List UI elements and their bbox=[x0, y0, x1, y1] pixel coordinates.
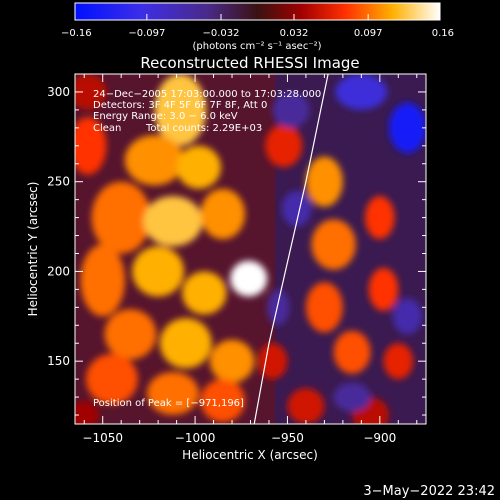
colorbar bbox=[75, 3, 440, 20]
x-tick-label: −1000 bbox=[175, 431, 216, 445]
emission-blob bbox=[182, 271, 227, 315]
emission-blob bbox=[265, 124, 303, 168]
chart-title: Reconstructed RHESSI Image bbox=[140, 54, 359, 72]
emission-blob bbox=[365, 196, 395, 240]
emission-blob bbox=[383, 343, 414, 380]
x-axis: −1050 −1000 −950 −900 bbox=[82, 74, 418, 445]
y-tick-label: 250 bbox=[47, 175, 70, 189]
annotation-energy: Energy Range: 3.0 − 6.0 keV bbox=[93, 111, 238, 122]
emission-blob bbox=[305, 156, 343, 207]
emission-blob bbox=[272, 92, 310, 128]
y-axis: 150 200 250 300 bbox=[47, 73, 426, 416]
emission-blob bbox=[287, 388, 325, 424]
emission-blob bbox=[257, 343, 288, 380]
colorbar-frame bbox=[74, 2, 441, 21]
emission-blob bbox=[230, 260, 268, 297]
emission-blob bbox=[368, 267, 399, 311]
colorbar-tick-label: 0.097 bbox=[354, 28, 383, 39]
emission-blob bbox=[147, 372, 199, 415]
emission-blob bbox=[143, 196, 203, 247]
emission-blob bbox=[200, 188, 245, 240]
emission-blob bbox=[392, 298, 423, 335]
annotation-time: 24−Dec−2005 17:03:00.000 to 17:03:28.000 bbox=[93, 89, 321, 100]
x-tick-label: −1050 bbox=[82, 431, 123, 445]
colorbar-tick-label: −0.097 bbox=[128, 28, 165, 39]
annotation-peak: Position of Peak = [−971,196] bbox=[93, 398, 244, 409]
y-tick-label: 150 bbox=[47, 354, 70, 368]
emission-blobs bbox=[75, 74, 426, 424]
x-tick-label: −900 bbox=[363, 431, 396, 445]
emission-blob bbox=[311, 219, 356, 270]
emission-blob bbox=[86, 354, 138, 405]
emission-blob bbox=[159, 318, 212, 369]
emission-blob bbox=[75, 117, 107, 175]
emission-blob bbox=[154, 74, 207, 146]
y-tick-label: 300 bbox=[47, 85, 70, 99]
y-tick-label: 200 bbox=[47, 264, 70, 278]
colorbar-tick-label: 0.032 bbox=[280, 28, 309, 39]
colorbar-ticks: −0.16 −0.097 −0.032 0.032 0.097 0.16 bbox=[61, 14, 454, 39]
emission-blob bbox=[104, 309, 157, 360]
footer-timestamp: 3−May−2022 23:42 bbox=[363, 484, 495, 499]
solar-limb-line bbox=[253, 74, 329, 424]
emission-blob bbox=[281, 190, 312, 227]
emission-blob bbox=[200, 379, 245, 423]
colorbar-tick-label: 0.16 bbox=[432, 28, 454, 39]
emission-blob bbox=[75, 400, 99, 424]
annotation-counts: Total counts: 2.29E+03 bbox=[145, 123, 262, 134]
emission-blob bbox=[176, 145, 221, 189]
emission-blob bbox=[75, 74, 107, 110]
emission-blob bbox=[333, 330, 371, 374]
emission-blob bbox=[389, 102, 426, 153]
colorbar-units: (photons cm⁻² s⁻¹ asec⁻²) bbox=[192, 41, 321, 52]
x-axis-label: Heliocentric X (arcsec) bbox=[182, 448, 318, 462]
emission-blob bbox=[305, 282, 343, 333]
emission-blob bbox=[209, 339, 255, 383]
annotation-method: Clean bbox=[93, 123, 121, 134]
emission-blob bbox=[267, 289, 290, 326]
emission-blob bbox=[132, 246, 185, 297]
colorbar-tick-label: −0.16 bbox=[61, 28, 92, 39]
emission-blob bbox=[124, 135, 184, 186]
emission-blob bbox=[335, 74, 388, 110]
emission-blob bbox=[91, 181, 151, 254]
colorbar-tick-label: −0.032 bbox=[202, 28, 239, 39]
y-axis-label: Heliocentric Y (arcsec) bbox=[26, 182, 40, 317]
emission-blob bbox=[333, 382, 371, 412]
emission-blob bbox=[80, 244, 125, 317]
plot-area bbox=[75, 74, 426, 424]
annotation-detectors: Detectors: 3F 4F 5F 6F 7F 8F, Att 0 bbox=[93, 100, 267, 111]
x-tick-label: −950 bbox=[271, 431, 304, 445]
